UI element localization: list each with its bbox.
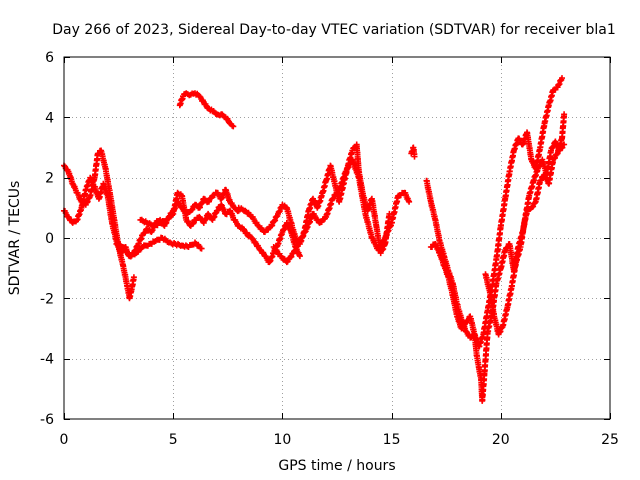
data-point xyxy=(553,151,560,158)
data-point xyxy=(190,220,197,227)
y-tick-label: 6 xyxy=(45,50,54,66)
y-tick-label: -2 xyxy=(40,291,54,307)
data-point xyxy=(288,253,295,260)
series-11 xyxy=(482,138,568,338)
x-tick-labels: 0 5 10 15 20 25 xyxy=(60,432,619,448)
data-point xyxy=(538,177,544,184)
grid-lines xyxy=(64,57,610,419)
data-points xyxy=(61,75,568,404)
x-tick-label: 25 xyxy=(601,432,619,448)
x-tick-label: 5 xyxy=(169,432,178,448)
y-axis-label: SDTVAR / TECUs xyxy=(7,181,23,296)
data-point xyxy=(334,190,341,197)
series-3 xyxy=(113,234,205,260)
y-tick-label: 4 xyxy=(45,110,54,126)
data-point xyxy=(530,203,537,210)
data-point xyxy=(230,123,237,130)
y-tick-label: -4 xyxy=(40,352,54,368)
y-tick-label: -6 xyxy=(40,412,54,428)
data-point xyxy=(206,198,212,205)
data-point xyxy=(284,258,291,265)
data-point xyxy=(561,141,568,148)
data-point xyxy=(459,325,466,331)
data-point xyxy=(296,253,303,260)
x-tick-label: 20 xyxy=(492,432,510,448)
data-point xyxy=(561,111,568,118)
data-point xyxy=(130,274,137,281)
series-7 xyxy=(270,156,413,266)
chart-title: Day 266 of 2023, Sidereal Day-to-day VTE… xyxy=(52,22,615,38)
x-tick-label: 0 xyxy=(60,432,69,448)
data-point xyxy=(189,206,196,213)
y-tick-labels: -6 -4 -2 0 2 4 6 xyxy=(40,50,54,428)
data-point xyxy=(559,144,566,151)
series-8 xyxy=(408,144,418,160)
y-tick-label: 2 xyxy=(45,171,54,187)
data-point xyxy=(198,245,205,252)
data-point xyxy=(406,198,413,205)
series-4 xyxy=(176,90,237,130)
data-point xyxy=(559,75,565,82)
x-tick-label: 10 xyxy=(273,432,291,448)
x-axis-label: GPS time / hours xyxy=(278,458,395,474)
y-tick-label: 0 xyxy=(45,231,54,247)
x-tick-label: 15 xyxy=(383,432,401,448)
data-point xyxy=(411,153,418,160)
axis-ticks xyxy=(64,57,611,420)
data-point xyxy=(330,195,337,202)
